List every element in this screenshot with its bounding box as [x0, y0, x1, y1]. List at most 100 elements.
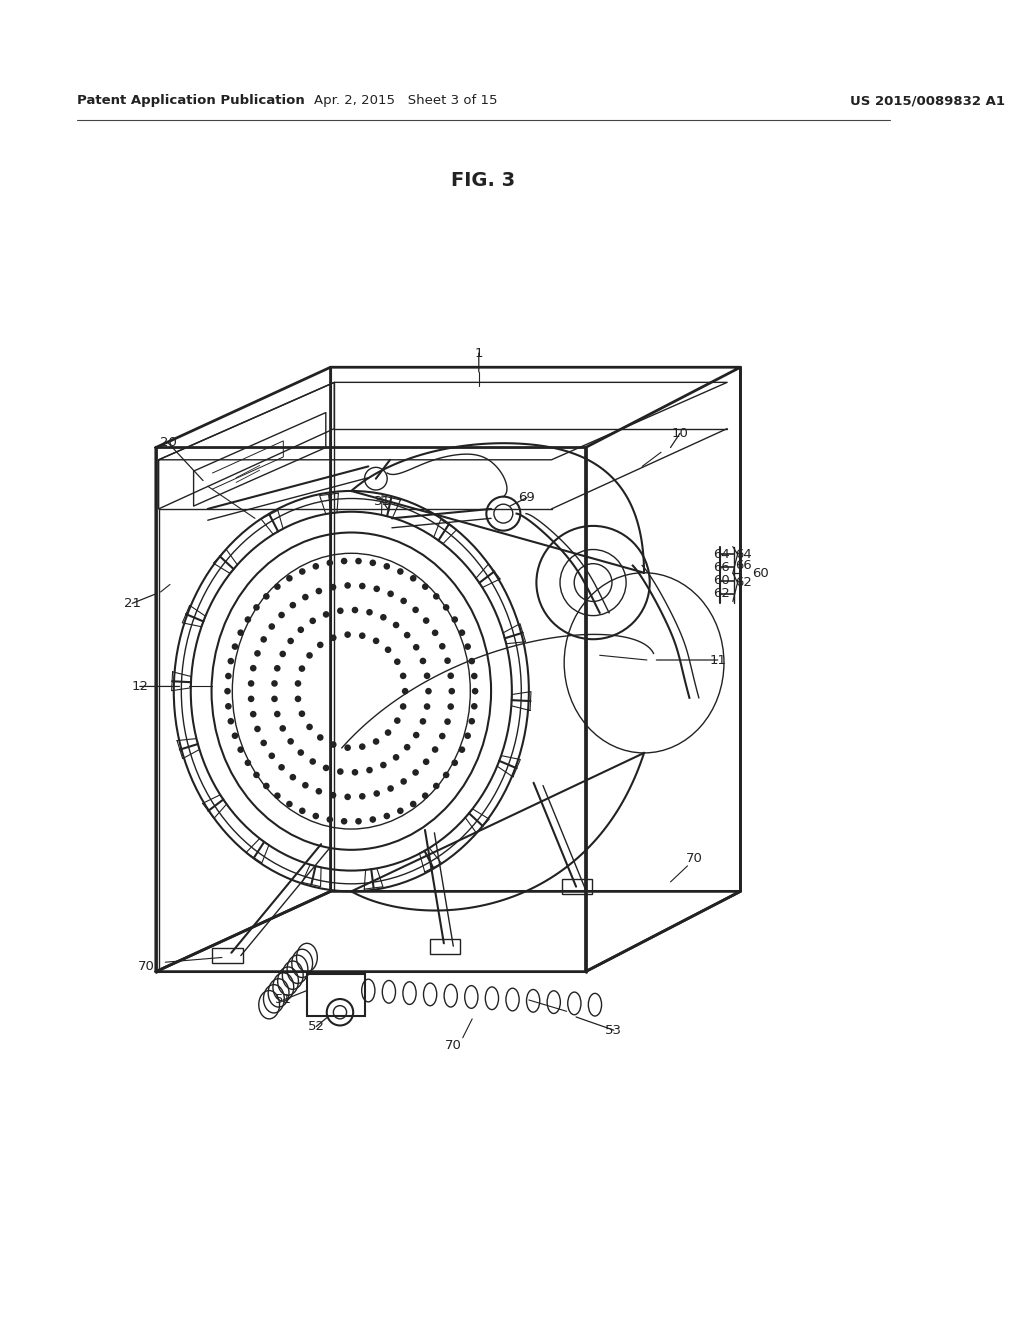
Circle shape	[330, 792, 336, 799]
Circle shape	[384, 813, 390, 820]
Circle shape	[231, 733, 239, 739]
Circle shape	[432, 746, 438, 752]
Circle shape	[288, 738, 294, 744]
Circle shape	[274, 665, 281, 672]
Circle shape	[393, 622, 399, 628]
Circle shape	[309, 618, 316, 624]
Circle shape	[344, 793, 351, 800]
Text: 60: 60	[714, 574, 730, 587]
Circle shape	[439, 733, 445, 739]
Circle shape	[298, 627, 304, 634]
Text: 52: 52	[308, 1020, 325, 1034]
Circle shape	[344, 744, 351, 751]
Circle shape	[330, 742, 337, 748]
Text: 31: 31	[374, 495, 391, 508]
Text: Patent Application Publication: Patent Application Publication	[78, 95, 305, 107]
Circle shape	[225, 673, 231, 680]
Text: 12: 12	[131, 680, 148, 693]
Circle shape	[271, 680, 278, 686]
Circle shape	[317, 642, 324, 648]
Text: FIG. 3: FIG. 3	[452, 170, 515, 190]
Circle shape	[351, 770, 358, 776]
Circle shape	[367, 767, 373, 774]
Circle shape	[286, 576, 293, 582]
Circle shape	[245, 759, 251, 766]
Text: 62: 62	[735, 576, 752, 589]
Circle shape	[250, 711, 257, 718]
Circle shape	[317, 734, 324, 741]
Circle shape	[374, 791, 380, 797]
Circle shape	[263, 593, 269, 599]
Circle shape	[224, 688, 230, 694]
Circle shape	[439, 643, 445, 649]
Circle shape	[302, 781, 308, 788]
Text: 53: 53	[605, 1024, 623, 1036]
Circle shape	[299, 808, 305, 814]
Circle shape	[238, 746, 244, 752]
Circle shape	[413, 731, 420, 738]
Circle shape	[420, 718, 426, 725]
Text: 51: 51	[274, 994, 292, 1006]
Circle shape	[471, 673, 477, 680]
Circle shape	[274, 792, 281, 799]
Circle shape	[400, 598, 407, 605]
Circle shape	[403, 744, 411, 751]
Circle shape	[274, 583, 281, 590]
Text: 64: 64	[714, 548, 730, 561]
Circle shape	[400, 779, 407, 785]
Circle shape	[367, 609, 373, 615]
Text: 64: 64	[735, 548, 752, 561]
Text: 10: 10	[672, 426, 688, 440]
Circle shape	[280, 651, 286, 657]
Circle shape	[449, 688, 455, 694]
Circle shape	[413, 607, 419, 614]
Circle shape	[370, 816, 376, 822]
Circle shape	[290, 602, 296, 609]
Circle shape	[227, 718, 234, 725]
Circle shape	[413, 770, 419, 776]
Circle shape	[359, 632, 366, 639]
Text: 70: 70	[686, 851, 702, 865]
Text: 60: 60	[752, 566, 768, 579]
Circle shape	[260, 636, 267, 643]
Circle shape	[323, 611, 330, 618]
Text: 21: 21	[124, 597, 140, 610]
Circle shape	[397, 808, 403, 814]
Circle shape	[359, 793, 366, 800]
Circle shape	[344, 631, 351, 638]
Circle shape	[359, 582, 366, 589]
Bar	[307, 974, 366, 1016]
Circle shape	[425, 688, 432, 694]
Text: 62: 62	[713, 587, 730, 601]
Circle shape	[344, 582, 351, 589]
Circle shape	[323, 764, 330, 771]
Circle shape	[351, 607, 358, 614]
Circle shape	[337, 768, 344, 775]
Circle shape	[238, 630, 244, 636]
Circle shape	[315, 587, 323, 594]
Circle shape	[253, 772, 260, 779]
Circle shape	[298, 750, 304, 756]
Circle shape	[248, 680, 254, 686]
Circle shape	[268, 752, 275, 759]
Circle shape	[413, 644, 420, 651]
Circle shape	[442, 605, 450, 611]
Circle shape	[447, 672, 454, 678]
Text: Apr. 2, 2015   Sheet 3 of 15: Apr. 2, 2015 Sheet 3 of 15	[314, 95, 498, 107]
Circle shape	[359, 743, 366, 750]
Circle shape	[423, 618, 429, 624]
Circle shape	[299, 710, 305, 717]
Circle shape	[341, 558, 347, 565]
Circle shape	[399, 704, 407, 710]
Circle shape	[394, 659, 400, 665]
Circle shape	[424, 672, 430, 678]
Circle shape	[422, 583, 429, 590]
Circle shape	[312, 813, 319, 820]
Circle shape	[250, 665, 257, 672]
Text: 69: 69	[518, 491, 536, 504]
Circle shape	[290, 774, 296, 780]
Circle shape	[442, 772, 450, 779]
Circle shape	[295, 680, 301, 686]
Circle shape	[384, 564, 390, 570]
Text: 20: 20	[160, 437, 176, 449]
